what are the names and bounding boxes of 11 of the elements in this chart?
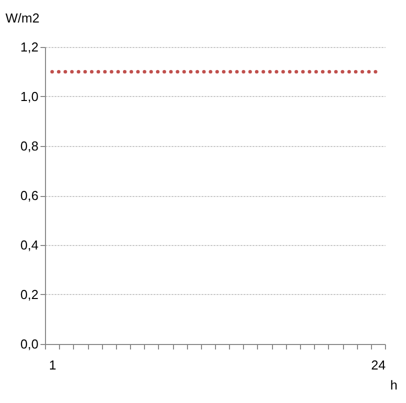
y-tick-label: 0,0 (20, 336, 38, 352)
x-tick-label: 1 (48, 358, 56, 372)
y-tick-label: 1,0 (20, 89, 38, 104)
y-tick-label: 1,2 (20, 40, 38, 54)
y-axis-title: W/m2 (6, 10, 40, 26)
y-tick-label: 0,2 (20, 287, 38, 302)
x-axis-title: h (390, 378, 398, 392)
y-tick-label: 0,4 (20, 238, 38, 252)
y-tick-label: 0,8 (20, 138, 38, 154)
x-tick-label: 24 (371, 358, 386, 372)
y-tick-label: 0,6 (20, 188, 38, 203)
